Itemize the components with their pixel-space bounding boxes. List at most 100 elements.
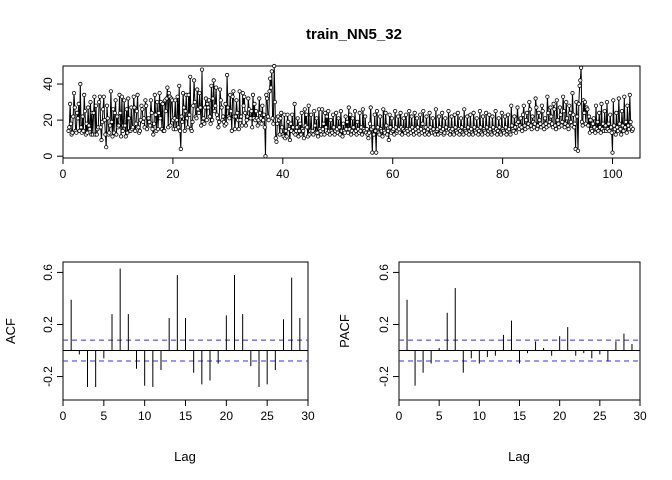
data-point xyxy=(591,116,596,121)
data-point xyxy=(348,112,353,117)
data-point xyxy=(115,114,120,119)
data-point xyxy=(385,128,391,133)
data-point xyxy=(446,109,451,114)
data-point xyxy=(191,103,196,108)
data-point xyxy=(469,127,474,132)
data-point xyxy=(401,116,406,121)
data-point xyxy=(163,109,168,114)
data-point xyxy=(216,125,221,130)
data-point xyxy=(272,63,277,69)
data-point xyxy=(107,130,112,135)
data-point xyxy=(580,123,585,128)
data-point xyxy=(589,128,595,133)
data-point xyxy=(549,114,554,119)
data-point xyxy=(593,103,599,108)
data-point xyxy=(560,94,566,99)
data-point xyxy=(533,96,538,101)
data-point xyxy=(506,127,511,132)
data-point xyxy=(221,114,226,119)
data-point xyxy=(93,103,99,108)
data-point xyxy=(537,118,542,123)
data-point xyxy=(572,121,577,126)
data-point xyxy=(606,121,611,126)
data-point xyxy=(346,105,351,110)
data-point xyxy=(520,128,525,133)
data-point xyxy=(582,100,588,105)
data-point xyxy=(151,132,156,137)
data-point xyxy=(350,116,355,121)
data-point xyxy=(415,125,420,130)
data-point xyxy=(97,94,103,99)
data-point xyxy=(451,132,456,137)
data-point xyxy=(92,94,97,99)
data-point xyxy=(158,116,163,121)
data-point xyxy=(577,83,582,88)
data-point xyxy=(436,114,442,119)
data-point xyxy=(565,123,570,128)
data-point xyxy=(165,85,170,90)
data-point xyxy=(288,121,293,126)
data-point xyxy=(211,78,216,83)
data-point xyxy=(474,116,479,121)
data-point xyxy=(345,119,350,125)
x-tick-label: 25 xyxy=(593,409,607,423)
data-point xyxy=(480,114,486,119)
data-point xyxy=(387,112,392,117)
data-point xyxy=(94,132,99,137)
data-point xyxy=(546,110,551,116)
data-point xyxy=(343,114,348,119)
data-point xyxy=(371,132,376,137)
data-point xyxy=(180,119,185,125)
data-point xyxy=(189,128,194,133)
x-tick-label: 5 xyxy=(100,409,107,423)
data-point xyxy=(459,125,464,130)
data-point xyxy=(285,112,290,117)
y-tick-label: 20 xyxy=(41,113,55,127)
data-point xyxy=(74,130,79,135)
data-point xyxy=(619,132,624,137)
data-point xyxy=(505,112,511,117)
data-point xyxy=(294,125,299,130)
data-point xyxy=(579,119,585,125)
data-point xyxy=(308,112,314,117)
data-point xyxy=(185,125,190,130)
data-point xyxy=(82,92,87,98)
data-point xyxy=(97,100,102,105)
data-point xyxy=(558,112,563,117)
data-point xyxy=(324,114,329,119)
data-point xyxy=(201,116,206,121)
data-point xyxy=(209,83,214,88)
data-point xyxy=(622,125,628,130)
data-point xyxy=(370,125,376,130)
data-point xyxy=(137,128,142,133)
data-point xyxy=(202,121,207,126)
data-point xyxy=(136,125,141,130)
data-point xyxy=(290,125,296,130)
pacf-bars xyxy=(399,288,640,386)
data-point xyxy=(452,112,457,117)
data-point xyxy=(214,85,219,90)
data-point xyxy=(323,110,328,116)
data-point xyxy=(208,121,213,126)
data-point xyxy=(188,74,193,79)
data-point xyxy=(130,125,135,130)
data-point xyxy=(146,116,151,121)
y-axis-label: ACF xyxy=(3,318,18,344)
data-point xyxy=(108,89,114,94)
data-point xyxy=(337,125,342,130)
data-point xyxy=(539,103,545,108)
data-point xyxy=(241,103,246,108)
x-axis: 0 5 10 15 20 25 30 xyxy=(60,399,315,423)
data-point xyxy=(487,112,492,117)
data-point xyxy=(255,123,260,128)
acf-panel: 0 5 10 15 20 25 30 -0.2 0.2 0.6 Lag ACF xyxy=(3,261,315,464)
data-point xyxy=(545,94,550,99)
data-point xyxy=(271,121,276,126)
data-point xyxy=(175,94,180,99)
data-point xyxy=(546,123,552,128)
data-point xyxy=(141,116,146,121)
data-point xyxy=(144,103,149,108)
data-point xyxy=(560,119,565,125)
x-tick-label: 80 xyxy=(496,167,510,181)
